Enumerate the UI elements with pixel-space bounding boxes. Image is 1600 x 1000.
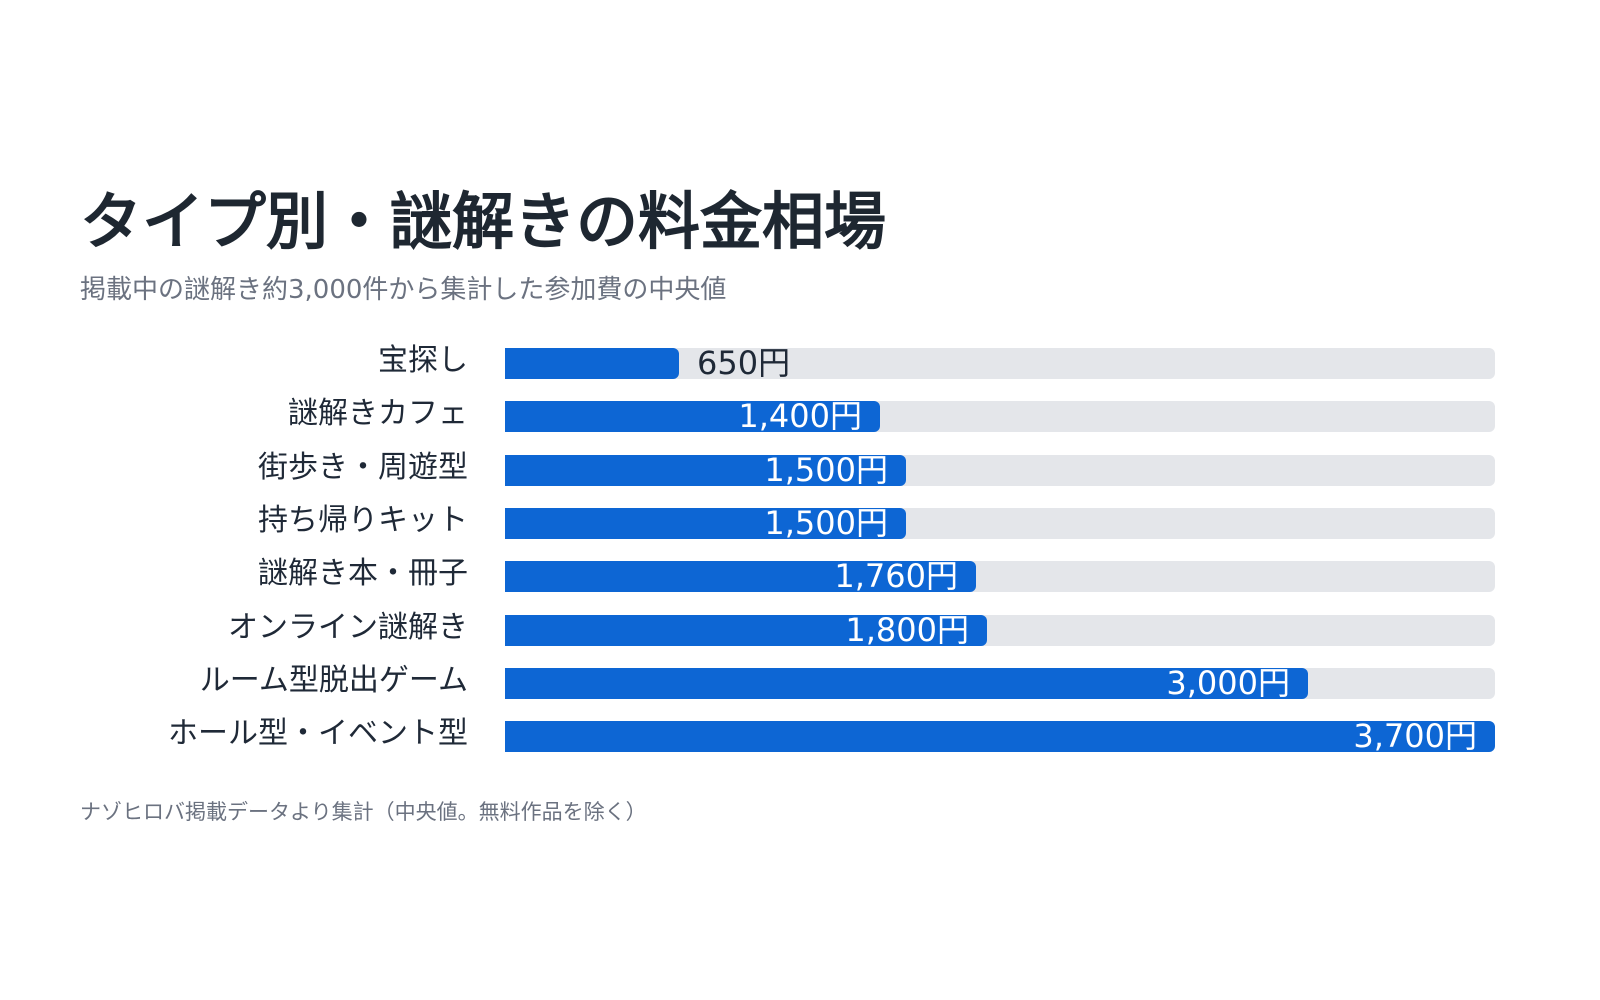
bar xyxy=(505,454,906,486)
chart-subtitle: 掲載中の謎解き約3,000件から集計した参加費の中央値 xyxy=(80,275,727,305)
bar-row: 街歩き・周遊型 1,500円 xyxy=(0,449,1600,489)
bar-chart: 宝探し 650円 謎解きカフェ 1,400円 街歩き・周遊型 1,500円 持ち帰りキット 1… xyxy=(0,343,1600,766)
bar-track: 1,500円 xyxy=(505,450,1495,489)
bar xyxy=(505,667,1308,699)
category-label: 謎解き本・冊子 xyxy=(258,556,468,592)
value-label: 1,760円 xyxy=(834,557,958,596)
bar-track: 1,760円 xyxy=(505,557,1495,596)
bar-row: 持ち帰りキット 1,500円 xyxy=(0,502,1600,542)
category-label: 街歩き・周遊型 xyxy=(258,449,468,485)
chart-footnote: ナゾヒロバ掲載データより集計（中央値。無料作品を除く） xyxy=(80,800,647,824)
category-label: 宝探し xyxy=(378,343,468,378)
bar xyxy=(505,401,880,433)
category-label: オンライン謎解き xyxy=(228,609,468,645)
bar xyxy=(505,507,906,539)
bar-track: 1,500円 xyxy=(505,503,1495,542)
bar-track: 650円 xyxy=(505,344,1495,382)
value-label: 1,400円 xyxy=(738,397,862,436)
category-label: ルーム型脱出ゲーム xyxy=(199,662,468,698)
value-label: 3,000円 xyxy=(1166,663,1290,702)
value-label: 1,500円 xyxy=(764,450,888,489)
value-label: 3,700円 xyxy=(1353,717,1477,756)
value-label: 1,500円 xyxy=(764,503,888,542)
bar-row: ルーム型脱出ゲーム 3,000円 xyxy=(0,662,1600,702)
bar-row: 宝探し 650円 xyxy=(0,343,1600,382)
bar xyxy=(505,721,1495,753)
bar-track: 3,000円 xyxy=(505,663,1495,702)
bar xyxy=(505,614,987,646)
value-label: 650円 xyxy=(697,344,791,382)
bar-row: オンライン謎解き 1,800円 xyxy=(0,609,1600,649)
category-label: 謎解きカフェ xyxy=(288,396,468,432)
category-label: ホール型・イベント型 xyxy=(168,716,468,752)
bar-track: 1,800円 xyxy=(505,610,1495,649)
bar-row: 謎解きカフェ 1,400円 xyxy=(0,396,1600,436)
category-label: 持ち帰りキット xyxy=(258,502,468,538)
bar-track: 3,700円 xyxy=(505,717,1495,756)
bar xyxy=(505,348,679,379)
bar-row: ホール型・イベント型 3,700円 xyxy=(0,716,1600,756)
bar xyxy=(505,561,976,593)
bar-track: 1,400円 xyxy=(505,397,1495,436)
bar-row: 謎解き本・冊子 1,760円 xyxy=(0,556,1600,596)
chart-title: タイプ別・謎解きの料金相場 xyxy=(80,185,887,258)
value-label: 1,800円 xyxy=(845,610,969,649)
